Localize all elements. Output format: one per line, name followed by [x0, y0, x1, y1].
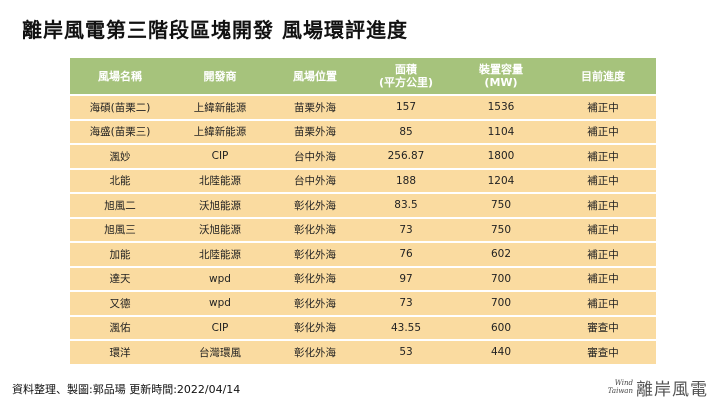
cell-progress: 補正中 [550, 120, 656, 143]
cell-progress: 審查中 [550, 316, 656, 339]
cell-location: 彰化外海 [270, 218, 360, 241]
cell-progress: 審查中 [550, 341, 656, 364]
table-row: 渢佑 CIP 彰化外海 43.55 600 審查中 [70, 316, 656, 339]
cell-developer: CIP [170, 145, 270, 168]
cell-location: 台中外海 [270, 169, 360, 192]
wind-farm-table: 風場名稱 開發商 風場位置 面積 (平方公里) 裝置容量 (MW) 目前進度 海碩(… [70, 56, 656, 366]
cell-location: 彰化外海 [270, 341, 360, 364]
cell-developer: 沃旭能源 [170, 218, 270, 241]
cell-developer: 上緯新能源 [170, 96, 270, 119]
header-capacity: 裝置容量 (MW) [452, 58, 550, 94]
cell-progress: 補正中 [550, 292, 656, 315]
table-row: 加能 北陸能源 彰化外海 76 602 補正中 [70, 243, 656, 266]
brand-logo: Wind Taiwan 離岸風電 [607, 375, 708, 400]
cell-progress: 補正中 [550, 243, 656, 266]
logo-text: 離岸風電 [636, 379, 708, 400]
cell-location: 苗栗外海 [270, 96, 360, 119]
cell-area: 53 [360, 341, 452, 364]
cell-area: 43.55 [360, 316, 452, 339]
cell-capacity: 1800 [452, 145, 550, 168]
table-row: 達天 wpd 彰化外海 97 700 補正中 [70, 267, 656, 290]
wind-taiwan-mark: Wind Taiwan [607, 379, 633, 395]
cell-location: 彰化外海 [270, 292, 360, 315]
cell-capacity: 750 [452, 218, 550, 241]
table-row: 渢妙 CIP 台中外海 256.87 1800 補正中 [70, 145, 656, 168]
cell-developer: wpd [170, 292, 270, 315]
cell-area: 256.87 [360, 145, 452, 168]
table-header-row: 風場名稱 開發商 風場位置 面積 (平方公里) 裝置容量 (MW) 目前進度 [70, 58, 656, 94]
cell-capacity: 1104 [452, 120, 550, 143]
cell-location: 彰化外海 [270, 243, 360, 266]
cell-area: 157 [360, 96, 452, 119]
cell-farm-name: 海盛(苗栗三) [70, 120, 170, 143]
source-note: 資料整理、製圖:郭品瑒 更新時間:2022/04/14 [12, 383, 241, 396]
cell-farm-name: 渢佑 [70, 316, 170, 339]
cell-farm-name: 旭風二 [70, 194, 170, 217]
table-row: 海盛(苗栗三) 上緯新能源 苗栗外海 85 1104 補正中 [70, 120, 656, 143]
header-progress: 目前進度 [550, 58, 656, 94]
cell-progress: 補正中 [550, 194, 656, 217]
cell-capacity: 700 [452, 292, 550, 315]
table-row: 又德 wpd 彰化外海 73 700 補正中 [70, 292, 656, 315]
cell-capacity: 700 [452, 267, 550, 290]
cell-farm-name: 旭風三 [70, 218, 170, 241]
cell-progress: 補正中 [550, 145, 656, 168]
header-developer: 開發商 [170, 58, 270, 94]
cell-capacity: 600 [452, 316, 550, 339]
cell-developer: 上緯新能源 [170, 120, 270, 143]
cell-progress: 補正中 [550, 169, 656, 192]
table-row: 環洋 台灣環風 彰化外海 53 440 審查中 [70, 341, 656, 364]
cell-farm-name: 環洋 [70, 341, 170, 364]
cell-location: 彰化外海 [270, 267, 360, 290]
table-row: 北能 北陸能源 台中外海 188 1204 補正中 [70, 169, 656, 192]
cell-farm-name: 北能 [70, 169, 170, 192]
header-location: 風場位置 [270, 58, 360, 94]
cell-location: 苗栗外海 [270, 120, 360, 143]
cell-area: 73 [360, 218, 452, 241]
cell-area: 83.5 [360, 194, 452, 217]
cell-farm-name: 又德 [70, 292, 170, 315]
cell-location: 台中外海 [270, 145, 360, 168]
page-title: 離岸風電第三階段區塊開發 風場環評進度 [22, 18, 408, 42]
cell-developer: wpd [170, 267, 270, 290]
cell-farm-name: 渢妙 [70, 145, 170, 168]
cell-capacity: 1204 [452, 169, 550, 192]
cell-capacity: 750 [452, 194, 550, 217]
cell-location: 彰化外海 [270, 316, 360, 339]
table-row: 旭風二 沃旭能源 彰化外海 83.5 750 補正中 [70, 194, 656, 217]
cell-developer: 北陸能源 [170, 243, 270, 266]
cell-developer: 台灣環風 [170, 341, 270, 364]
cell-progress: 補正中 [550, 267, 656, 290]
table-row: 旭風三 沃旭能源 彰化外海 73 750 補正中 [70, 218, 656, 241]
cell-progress: 補正中 [550, 96, 656, 119]
cell-capacity: 440 [452, 341, 550, 364]
cell-area: 76 [360, 243, 452, 266]
cell-area: 85 [360, 120, 452, 143]
table-row: 海碩(苗栗二) 上緯新能源 苗栗外海 157 1536 補正中 [70, 96, 656, 119]
cell-farm-name: 加能 [70, 243, 170, 266]
header-farm-name: 風場名稱 [70, 58, 170, 94]
cell-area: 73 [360, 292, 452, 315]
cell-farm-name: 達天 [70, 267, 170, 290]
cell-developer: CIP [170, 316, 270, 339]
cell-capacity: 1536 [452, 96, 550, 119]
cell-area: 97 [360, 267, 452, 290]
cell-developer: 北陸能源 [170, 169, 270, 192]
cell-location: 彰化外海 [270, 194, 360, 217]
cell-progress: 補正中 [550, 218, 656, 241]
cell-capacity: 602 [452, 243, 550, 266]
cell-developer: 沃旭能源 [170, 194, 270, 217]
cell-farm-name: 海碩(苗栗二) [70, 96, 170, 119]
cell-area: 188 [360, 169, 452, 192]
header-area: 面積 (平方公里) [360, 58, 452, 94]
